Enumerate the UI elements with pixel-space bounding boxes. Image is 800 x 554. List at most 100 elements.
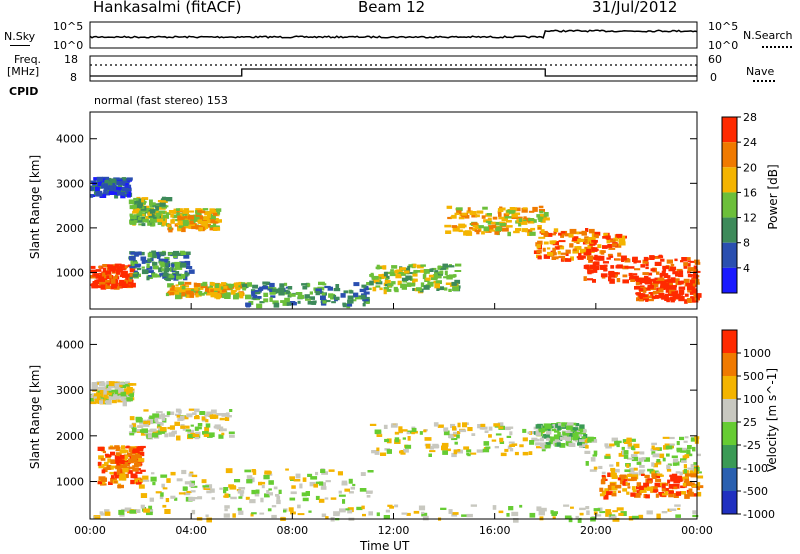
scatter-cell <box>685 481 693 487</box>
scatter-cell <box>638 470 644 476</box>
scatter-cell <box>462 212 467 216</box>
scatter-cell <box>172 253 179 257</box>
scatter-cell <box>448 509 453 514</box>
scatter-cell <box>419 431 423 435</box>
scatter-cell <box>562 431 566 435</box>
scatter-cell <box>664 282 670 286</box>
scatter-cell <box>98 455 104 460</box>
scatter-cell <box>656 459 661 463</box>
scatter-cell <box>195 426 202 430</box>
scatter-cell <box>137 202 143 207</box>
scatter-cell <box>119 513 125 517</box>
scatter-cell <box>214 285 221 291</box>
scatter-cell <box>141 223 146 227</box>
scatter-cell <box>575 430 582 434</box>
scatter-cell <box>394 504 399 508</box>
scatter-cell <box>599 493 605 497</box>
scatter-cell <box>628 516 634 521</box>
scatter-cell <box>617 477 621 481</box>
scatter-cell <box>275 494 280 497</box>
scatter-cell <box>689 482 695 486</box>
scatter-cell <box>585 228 589 232</box>
scatter-cell <box>146 276 150 281</box>
scatter-cell <box>184 285 189 288</box>
scatter-cell <box>191 226 197 230</box>
scatter-cell <box>538 205 544 209</box>
scatter-cell <box>201 225 209 229</box>
scatter-cell <box>144 209 149 213</box>
scatter-cell <box>476 449 484 453</box>
scatter-cell <box>684 293 689 297</box>
scatter-cell <box>212 289 218 295</box>
scatter-cell <box>696 453 701 457</box>
scatter-cell <box>442 263 448 268</box>
scatter-cell <box>151 222 156 227</box>
scatter-cell <box>234 479 241 483</box>
scatter-cell <box>242 287 247 291</box>
colorbar-tick-label: 24 <box>743 136 757 149</box>
colorbar-tick-label: 8 <box>743 237 750 250</box>
scatter-cell <box>110 451 115 456</box>
scatter-cell <box>268 492 273 496</box>
scatter-cell <box>243 283 248 289</box>
scatter-cell <box>189 220 194 225</box>
scatter-cell <box>609 464 614 467</box>
scatter-cell <box>180 216 185 220</box>
scatter-cell <box>609 443 615 447</box>
colorbar-tick-label: -500 <box>743 485 768 498</box>
scatter-cell <box>127 383 134 386</box>
scatter-cell <box>108 381 115 387</box>
scatter-cell <box>166 224 171 227</box>
scatter-cell <box>607 244 613 248</box>
scatter-cell <box>670 285 677 291</box>
scatter-cell <box>412 273 418 277</box>
scatter-cell <box>129 273 135 277</box>
scatter-cell <box>601 475 607 480</box>
x-axis-label: Time UT <box>360 539 410 553</box>
scatter-cell <box>592 269 598 273</box>
scatter-cell <box>400 272 406 276</box>
scatter-cell <box>273 302 280 308</box>
scatter-cell <box>247 282 252 287</box>
scatter-cell <box>672 285 677 288</box>
scatter-cell <box>347 507 354 513</box>
scatter-cell <box>683 440 688 443</box>
scatter-cell <box>367 470 374 473</box>
scatter-cell <box>669 266 677 271</box>
scatter-cell <box>514 212 521 216</box>
scatter-cell <box>135 215 140 220</box>
scatter-cell <box>611 475 618 479</box>
colorbar-tick-label: 500 <box>743 370 764 383</box>
scatter-cell <box>580 432 587 435</box>
scatter-cell <box>116 187 122 190</box>
scatter-cell <box>93 273 100 277</box>
scatter-cell <box>206 219 214 224</box>
scatter-cell <box>557 250 561 255</box>
scatter-cell <box>663 279 668 282</box>
scatter-cell <box>670 298 675 303</box>
scatter-cell <box>550 233 556 236</box>
scatter-cell <box>375 430 379 435</box>
scatter-cell <box>110 278 116 284</box>
scatter-cell <box>415 287 422 292</box>
scatter-cell <box>655 290 660 294</box>
scatter-cell <box>148 505 153 510</box>
scatter-cell <box>104 285 111 289</box>
scatter-cell <box>171 218 175 223</box>
scatter-cell <box>690 468 696 473</box>
scatter-cell <box>494 221 501 226</box>
scatter-cell <box>262 281 269 285</box>
scatter-cell <box>118 391 123 396</box>
scatter-cell <box>113 394 118 397</box>
scatter-cell <box>616 461 620 467</box>
colorbar-tick-label: 1000 <box>743 347 771 360</box>
scatter-cell <box>672 483 680 489</box>
scatter-cell <box>104 509 110 513</box>
y-tick-label: 2000 <box>56 430 84 443</box>
scatter-cell <box>393 286 398 291</box>
scatter-cell <box>224 416 230 421</box>
scatter-cell <box>615 485 621 489</box>
scatter-cell <box>692 446 696 452</box>
scatter-cell <box>184 225 192 229</box>
scatter-cell <box>568 233 574 238</box>
